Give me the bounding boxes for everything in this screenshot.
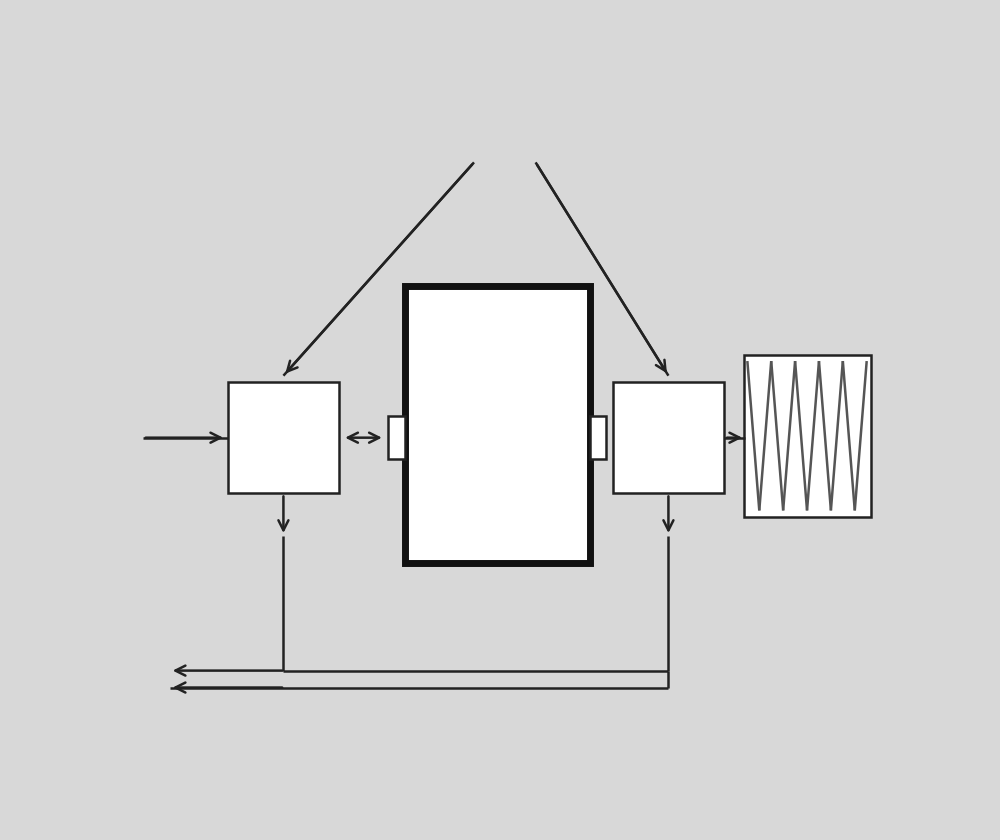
Bar [405, 286, 590, 563]
Bar [613, 382, 724, 493]
Bar [388, 417, 405, 459]
Bar [590, 417, 606, 459]
Bar [228, 382, 339, 493]
Bar [744, 354, 871, 517]
